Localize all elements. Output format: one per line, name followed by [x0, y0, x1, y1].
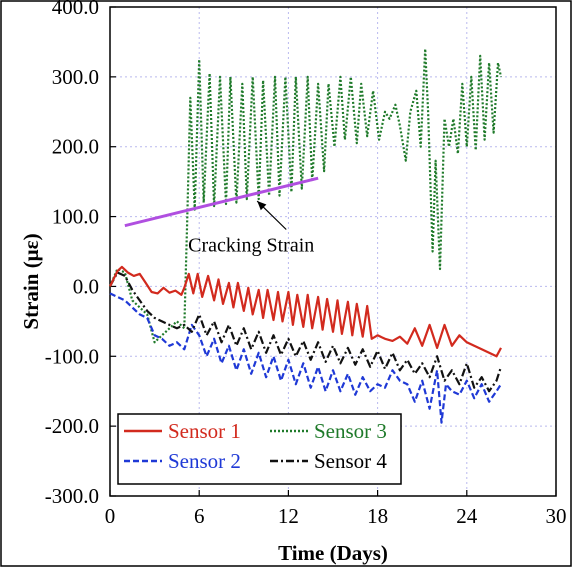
x-tick-label: 12 [278, 504, 299, 528]
legend: Sensor 1 Sensor 2 Sensor 3 Sensor 4 [117, 413, 402, 485]
series-line-sensor-2 [109, 292, 502, 424]
legend-label: Sensor 1 [168, 419, 241, 443]
cracking-strain-label: Cracking Strain [188, 235, 314, 257]
x-axis-label: Time (Days) [278, 541, 388, 565]
axis-ticks: 0 6 12 18 24 30 400.0 300.0 200.0 100.0 0.0 -100.0 -… [45, 0, 567, 528]
annotation-group: Cracking Strain [124, 176, 319, 257]
x-tick-label: 0 [105, 504, 116, 528]
x-tick-label: 24 [456, 504, 478, 528]
y-tick-label: 400.0 [52, 0, 99, 19]
y-tick-label: 200.0 [52, 135, 99, 159]
legend-label: Sensor 2 [168, 449, 241, 473]
legend-label: Sensor 4 [314, 449, 387, 473]
legend-box [117, 413, 402, 485]
y-tick-label: 100.0 [52, 205, 99, 229]
series-group [108, 47, 503, 424]
y-axis-label: Strain (με) [19, 233, 43, 329]
y-tick-label: -300.0 [45, 484, 99, 508]
x-tick-label: 30 [546, 504, 567, 528]
x-tick-label: 18 [367, 504, 388, 528]
cracking-strain-line [124, 176, 319, 228]
series-line-sensor-1 [109, 265, 502, 358]
y-tick-label: -200.0 [45, 414, 99, 438]
cracking-strain-arrowhead [257, 201, 267, 211]
y-tick-label: -100.0 [45, 344, 99, 368]
legend-label: Sensor 3 [314, 419, 387, 443]
plot-area-frame [109, 6, 557, 497]
series-line-sensor-3 [108, 47, 503, 344]
x-tick-label: 6 [194, 504, 205, 528]
y-tick-label: 0.0 [73, 274, 99, 298]
y-tick-label: 300.0 [52, 65, 99, 89]
series-line-sensor-4 [109, 271, 503, 393]
